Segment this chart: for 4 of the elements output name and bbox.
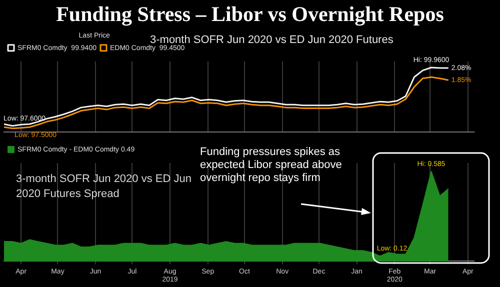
chart-title: Funding Stress – Libor vs Overnight Repos [55, 2, 445, 27]
annotation: Funding pressures spikes as expected Libor spread above overnight repo stays firm [200, 146, 343, 185]
text: 3-month SOFR Jun 2020 vs ED Jun 2020 Futures Spread [16, 173, 192, 200]
chart-subtitle: 3-month SOFR Jun 2020 vs ED Jun 2020 Futures [150, 34, 394, 46]
